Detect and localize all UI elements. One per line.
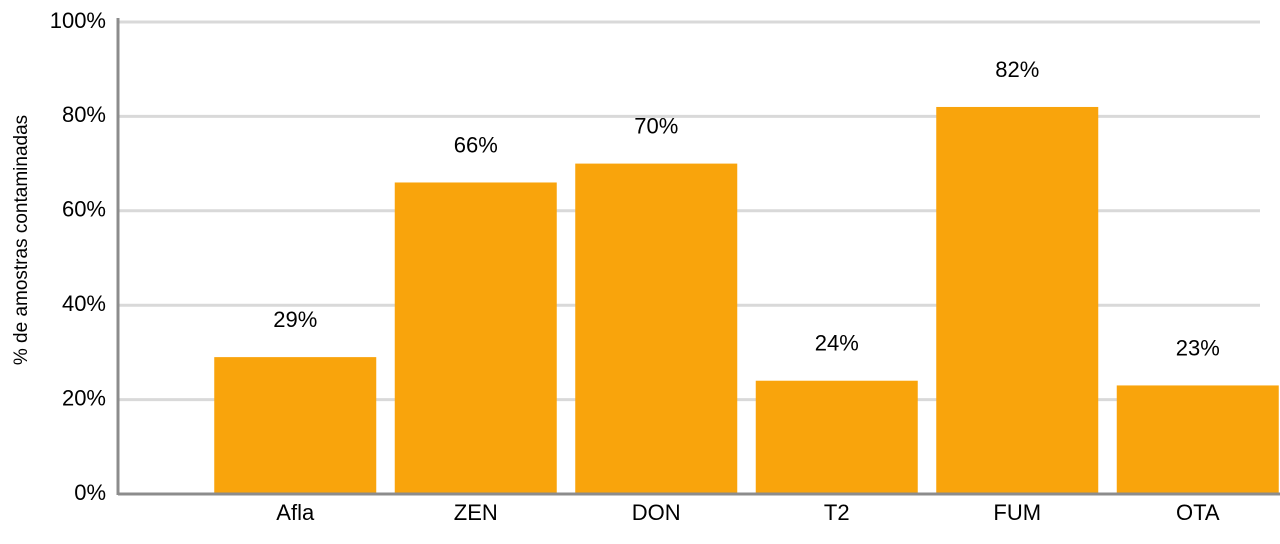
y-tick-label: 40% [62,291,106,316]
value-label: 29% [273,307,317,332]
y-tick-label: 60% [62,197,106,222]
bar [1116,385,1279,494]
x-tick-label: OTA [1176,500,1220,525]
y-tick-label: 80% [62,102,106,127]
y-tick-label: 20% [62,385,106,410]
bar [936,106,1099,495]
value-label: 82% [995,57,1039,82]
x-tick-label: FUM [993,500,1041,525]
value-label: 66% [454,132,498,157]
y-axis-title: % de amostras contaminadas [11,115,32,365]
x-tick-label: DON [632,500,681,525]
value-label: 23% [1176,335,1220,360]
y-tick-label: 0% [74,480,106,505]
x-tick-label: Afla [276,500,315,525]
value-label: 70% [634,113,678,138]
x-tick-label: ZEN [454,500,498,525]
y-tick-label: 100% [50,8,106,33]
bar [394,182,557,495]
bar [575,163,738,494]
bar [214,357,377,494]
bar [755,380,918,494]
value-label: 24% [815,331,859,356]
x-tick-label: T2 [824,500,850,525]
